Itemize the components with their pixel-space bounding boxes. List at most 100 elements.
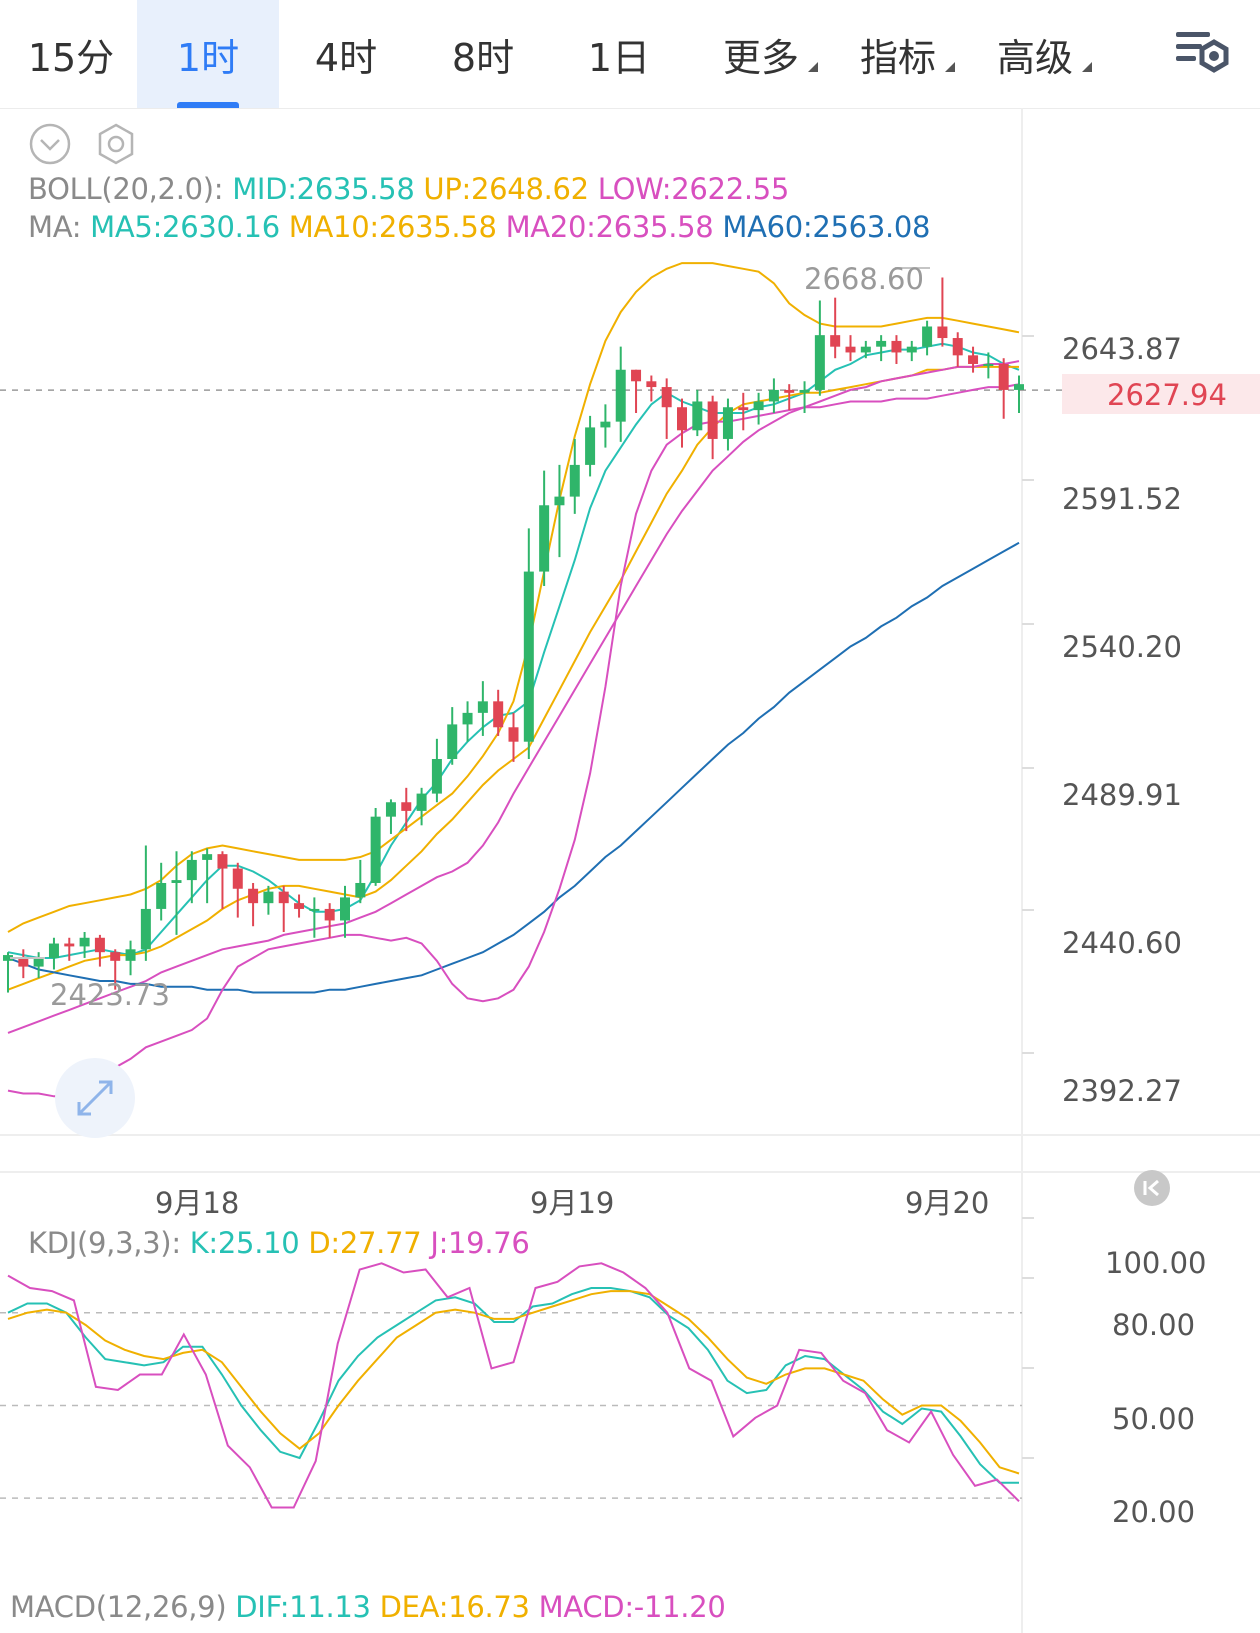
tab-label: 高级	[996, 35, 1073, 80]
candle-body	[692, 401, 703, 431]
candle-body	[232, 868, 243, 889]
candle-body	[493, 701, 504, 728]
candle-body	[722, 407, 733, 439]
kdj-d-value: D:27.77	[308, 1226, 422, 1260]
candle-body	[661, 387, 672, 408]
kdj-prefix: KDJ(9,3,3):	[28, 1226, 181, 1260]
hexagon-gear-icon[interactable]	[94, 122, 138, 166]
candle-body	[508, 727, 519, 742]
candle-body	[646, 381, 657, 388]
ma-prefix: MA:	[28, 210, 82, 244]
dropdown-triangle-icon	[1082, 62, 1092, 72]
tab-label: 4时	[314, 35, 378, 80]
tab-indicators-dropdown[interactable]: 指标	[827, 0, 969, 108]
ma5-value: MA5:2630.16	[90, 210, 280, 244]
candle-body	[983, 363, 994, 366]
expand-arrows-icon	[77, 1080, 113, 1116]
candle-body	[845, 346, 856, 353]
ma60-value: MA60:2563.08	[722, 210, 931, 244]
current-price: 2627.94	[1107, 378, 1227, 412]
macd-dif-value: DIF:11.13	[235, 1590, 371, 1624]
chevron-down-circle-icon[interactable]	[28, 122, 72, 166]
candle-body	[600, 421, 611, 428]
candle-body	[48, 943, 59, 958]
candle-body	[462, 712, 473, 725]
candle-body	[294, 903, 305, 909]
skip-back-icon	[1143, 1179, 1159, 1197]
boll-low: LOW:2622.55	[597, 172, 790, 206]
candle-body	[876, 340, 887, 347]
kdj-axis-label: 100.00	[1105, 1246, 1207, 1280]
candle-body	[968, 355, 979, 364]
candle-body	[202, 854, 213, 860]
tab-label: 1时	[176, 35, 240, 80]
timeframe-tab-bar: 15分 1时 4时 8时 1日 更多 指标 高级	[0, 0, 1260, 109]
series-line-ma20	[7, 360, 1020, 1034]
kdj-k-value: K:25.10	[189, 1226, 300, 1260]
price-axis-label: 2489.91	[1062, 778, 1182, 812]
tab-label: 15分	[27, 35, 115, 80]
candle-body	[585, 427, 596, 465]
tab-8h[interactable]: 8时	[412, 0, 554, 108]
candle-body	[248, 888, 259, 904]
expand-chart-button[interactable]	[55, 1058, 135, 1138]
price-axis-label: 2643.87	[1062, 332, 1182, 366]
candle-body	[814, 335, 825, 390]
date-label: 9月19	[530, 1186, 615, 1220]
candle-body	[539, 505, 550, 572]
tab-15m[interactable]: 15分	[0, 0, 142, 108]
tab-1h[interactable]: 1时	[137, 0, 279, 108]
kdj-axis-label: 80.00	[1112, 1308, 1196, 1342]
candle-body	[186, 859, 197, 881]
candle-body	[569, 464, 580, 497]
macd-dea-value: DEA:16.73	[379, 1590, 530, 1624]
candle-body	[477, 701, 488, 713]
tab-label: 指标	[859, 35, 936, 80]
candle-body	[309, 908, 320, 911]
price-axis-label: 2540.20	[1062, 630, 1182, 664]
candle-body	[554, 496, 565, 506]
tab-label: 1日	[587, 35, 651, 80]
tab-1d[interactable]: 1日	[548, 0, 690, 108]
candle-body	[677, 407, 687, 431]
tab-label: 8时	[451, 35, 515, 80]
boll-prefix: BOLL(20,2.0):	[28, 172, 224, 206]
candle-body	[217, 854, 228, 869]
ma-legend: MA: MA5:2630.16 MA10:2635.58 MA20:2635.5…	[28, 210, 931, 244]
candle-body	[79, 937, 90, 947]
candle-body	[998, 363, 1009, 390]
date-label: 9月20	[905, 1186, 990, 1220]
chart-settings-icon[interactable]	[1168, 22, 1234, 86]
kdj-line-j	[7, 1262, 1020, 1509]
active-tab-indicator	[177, 102, 239, 108]
candle-body	[707, 401, 718, 439]
candle-body	[140, 908, 151, 950]
macd-prefix: MACD(12,26,9)	[10, 1590, 227, 1624]
candle-body	[125, 949, 136, 961]
candle-body	[370, 816, 381, 883]
candle-body	[340, 897, 350, 921]
candle-body	[171, 880, 182, 883]
candle-body	[523, 571, 534, 742]
candle-body	[401, 802, 412, 811]
tab-advanced-dropdown[interactable]: 高级	[964, 0, 1106, 108]
scroll-to-latest-button[interactable]	[1134, 1170, 1170, 1206]
price-axis-label: 2591.52	[1062, 482, 1182, 516]
candle-body	[263, 891, 274, 904]
candle-body	[278, 891, 289, 904]
series-line-boll-low	[7, 383, 1020, 1098]
dropdown-triangle-icon	[808, 62, 818, 72]
current-price-tag: 2627.94	[1062, 374, 1260, 414]
boll-legend: BOLL(20,2.0): MID:2635.58 UP:2648.62 LOW…	[28, 172, 789, 206]
candle-body	[952, 338, 963, 356]
date-label: 9月18	[155, 1186, 240, 1220]
ma20-value: MA20:2635.58	[505, 210, 714, 244]
candle-body	[784, 389, 795, 393]
candle-body	[799, 389, 810, 393]
tab-4h[interactable]: 4时	[275, 0, 417, 108]
candle-body	[1014, 384, 1024, 390]
tab-more-dropdown[interactable]: 更多	[690, 0, 832, 108]
series-line-boll-up	[7, 262, 1020, 933]
boll-mid: MID:2635.58	[232, 172, 415, 206]
